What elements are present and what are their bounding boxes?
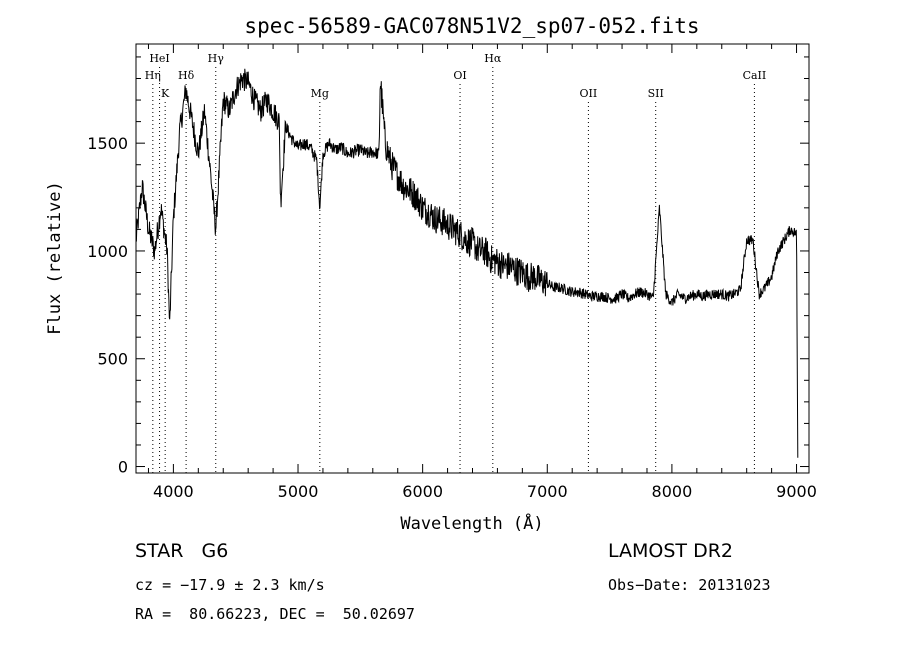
object-class: STAR G6 bbox=[135, 540, 229, 562]
y-axis-label: Flux (relative) bbox=[45, 181, 65, 335]
x-tick-label: 6000 bbox=[402, 482, 443, 501]
coordinates: RA = 80.66223, DEC = 50.02697 bbox=[135, 605, 415, 623]
spectrum-series-line bbox=[135, 68, 799, 458]
spectrum-chart: spec-56589-GAC078N51V2_sp07-052.fits HηH… bbox=[45, 14, 817, 534]
axis-ticks: 4000 5000 6000 7000 8000 9000 0 500 1000 1500 bbox=[87, 44, 817, 501]
survey-name: LAMOST DR2 bbox=[608, 540, 733, 562]
x-tick-label: 5000 bbox=[278, 482, 319, 501]
redshift-text: cz = −17.9 ± 2.3 km/s bbox=[135, 576, 325, 594]
x-tick-label: 8000 bbox=[652, 482, 693, 501]
spectral-line-label: OI bbox=[453, 69, 466, 82]
x-axis-label: Wavelength (Å) bbox=[400, 512, 543, 534]
x-tick-label: 4000 bbox=[153, 482, 194, 501]
y-tick-label: 1000 bbox=[87, 242, 128, 261]
spectral-line-label: Hη bbox=[145, 69, 161, 82]
x-tick-label: 7000 bbox=[527, 482, 568, 501]
spectral-line-label: Hδ bbox=[178, 69, 195, 82]
spectral-line-label: CaII bbox=[743, 69, 767, 82]
spectral-line-label: Hγ bbox=[208, 52, 225, 65]
spectral-line-label: K bbox=[161, 87, 170, 100]
spectral-line-label: OII bbox=[580, 87, 598, 100]
x-tick-label: 9000 bbox=[776, 482, 817, 501]
plot-frame bbox=[135, 43, 810, 474]
y-tick-label: 1500 bbox=[87, 134, 128, 153]
chart-title: spec-56589-GAC078N51V2_sp07-052.fits bbox=[244, 14, 699, 38]
spectral-line-label: Mg bbox=[311, 87, 329, 100]
y-tick-label: 500 bbox=[97, 350, 128, 369]
observation-date: Obs−Date: 20131023 bbox=[608, 576, 771, 594]
spectral-line-markers: Hη HeI K Hδ Hγ Mg OI Hα OII SII CaII bbox=[145, 52, 767, 473]
spectral-line-label: Hα bbox=[484, 52, 502, 65]
y-tick-label: 0 bbox=[118, 458, 128, 477]
spectral-line-label: SII bbox=[648, 87, 664, 100]
spectral-line-label: HeI bbox=[149, 52, 169, 65]
